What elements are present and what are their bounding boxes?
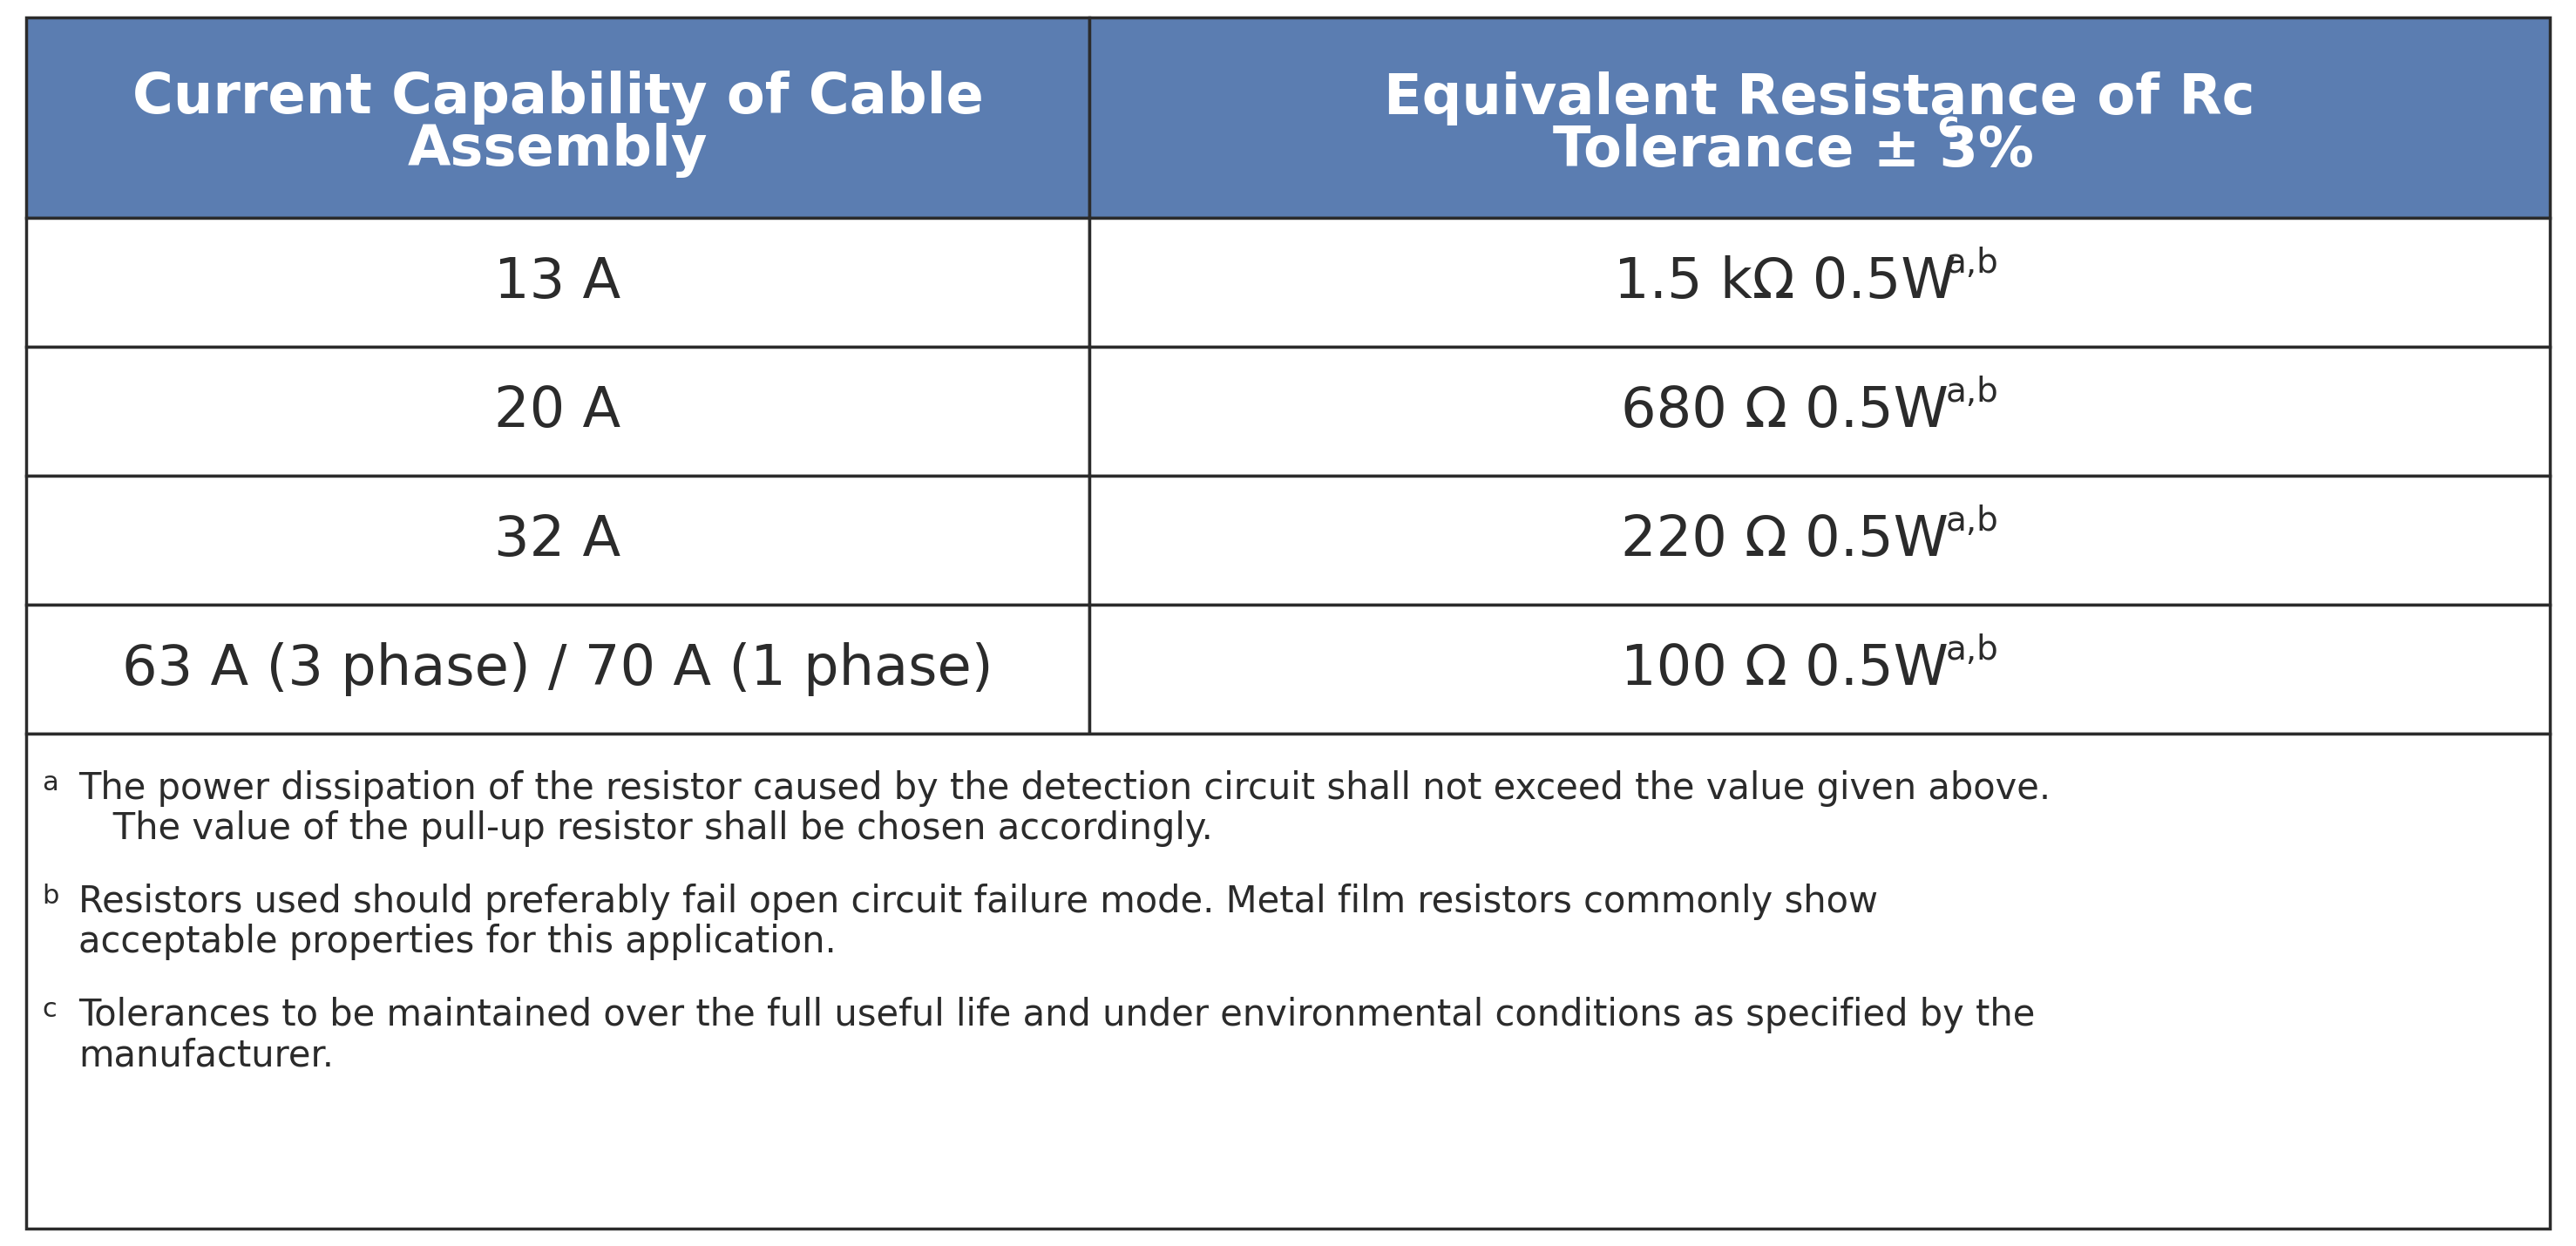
- Text: 13 A: 13 A: [495, 255, 621, 309]
- Bar: [26, 734, 2550, 1229]
- Text: acceptable properties for this application.: acceptable properties for this applicati…: [77, 923, 837, 961]
- Bar: [1090, 17, 2550, 218]
- Text: Tolerances to be maintained over the full useful life and under environmental co: Tolerances to be maintained over the ful…: [77, 997, 2035, 1033]
- Text: Resistors used should preferably fail open circuit failure mode. Metal film resi: Resistors used should preferably fail op…: [77, 883, 1878, 920]
- Text: a: a: [41, 770, 59, 795]
- Text: a,b: a,b: [1945, 375, 1999, 409]
- Text: c: c: [1937, 108, 1958, 145]
- Text: 100 Ω 0.5W: 100 Ω 0.5W: [1620, 642, 1947, 697]
- Text: manufacturer.: manufacturer.: [77, 1037, 335, 1074]
- Text: 680 Ω 0.5W: 680 Ω 0.5W: [1620, 384, 1947, 439]
- Bar: [1090, 476, 2550, 604]
- Text: 32 A: 32 A: [495, 513, 621, 567]
- Bar: [26, 604, 1090, 734]
- Text: 63 A (3 phase) / 70 A (1 phase): 63 A (3 phase) / 70 A (1 phase): [121, 642, 994, 697]
- Text: a,b: a,b: [1945, 505, 1999, 537]
- Text: a,b: a,b: [1945, 247, 1999, 279]
- Bar: [26, 476, 1090, 604]
- Bar: [26, 218, 1090, 346]
- Bar: [26, 17, 1090, 218]
- Text: Assembly: Assembly: [407, 123, 708, 178]
- Bar: [1090, 218, 2550, 346]
- Text: Equivalent Resistance of Rc: Equivalent Resistance of Rc: [1383, 71, 2254, 126]
- Text: b: b: [41, 883, 59, 908]
- Text: 220 Ω 0.5W: 220 Ω 0.5W: [1620, 513, 1947, 567]
- Bar: [26, 346, 1090, 476]
- Text: Tolerance ± 3%: Tolerance ± 3%: [1553, 123, 2035, 178]
- Bar: [1090, 346, 2550, 476]
- Text: The value of the pull-up resistor shall be chosen accordingly.: The value of the pull-up resistor shall …: [77, 810, 1213, 847]
- Text: 20 A: 20 A: [495, 384, 621, 439]
- Text: c: c: [41, 997, 57, 1022]
- Bar: [1090, 604, 2550, 734]
- Text: The power dissipation of the resistor caused by the detection circuit shall not : The power dissipation of the resistor ca…: [77, 770, 2050, 807]
- Text: Current Capability of Cable: Current Capability of Cable: [131, 71, 984, 126]
- Text: 1.5 kΩ 0.5W: 1.5 kΩ 0.5W: [1613, 255, 1955, 309]
- Text: a,b: a,b: [1945, 633, 1999, 667]
